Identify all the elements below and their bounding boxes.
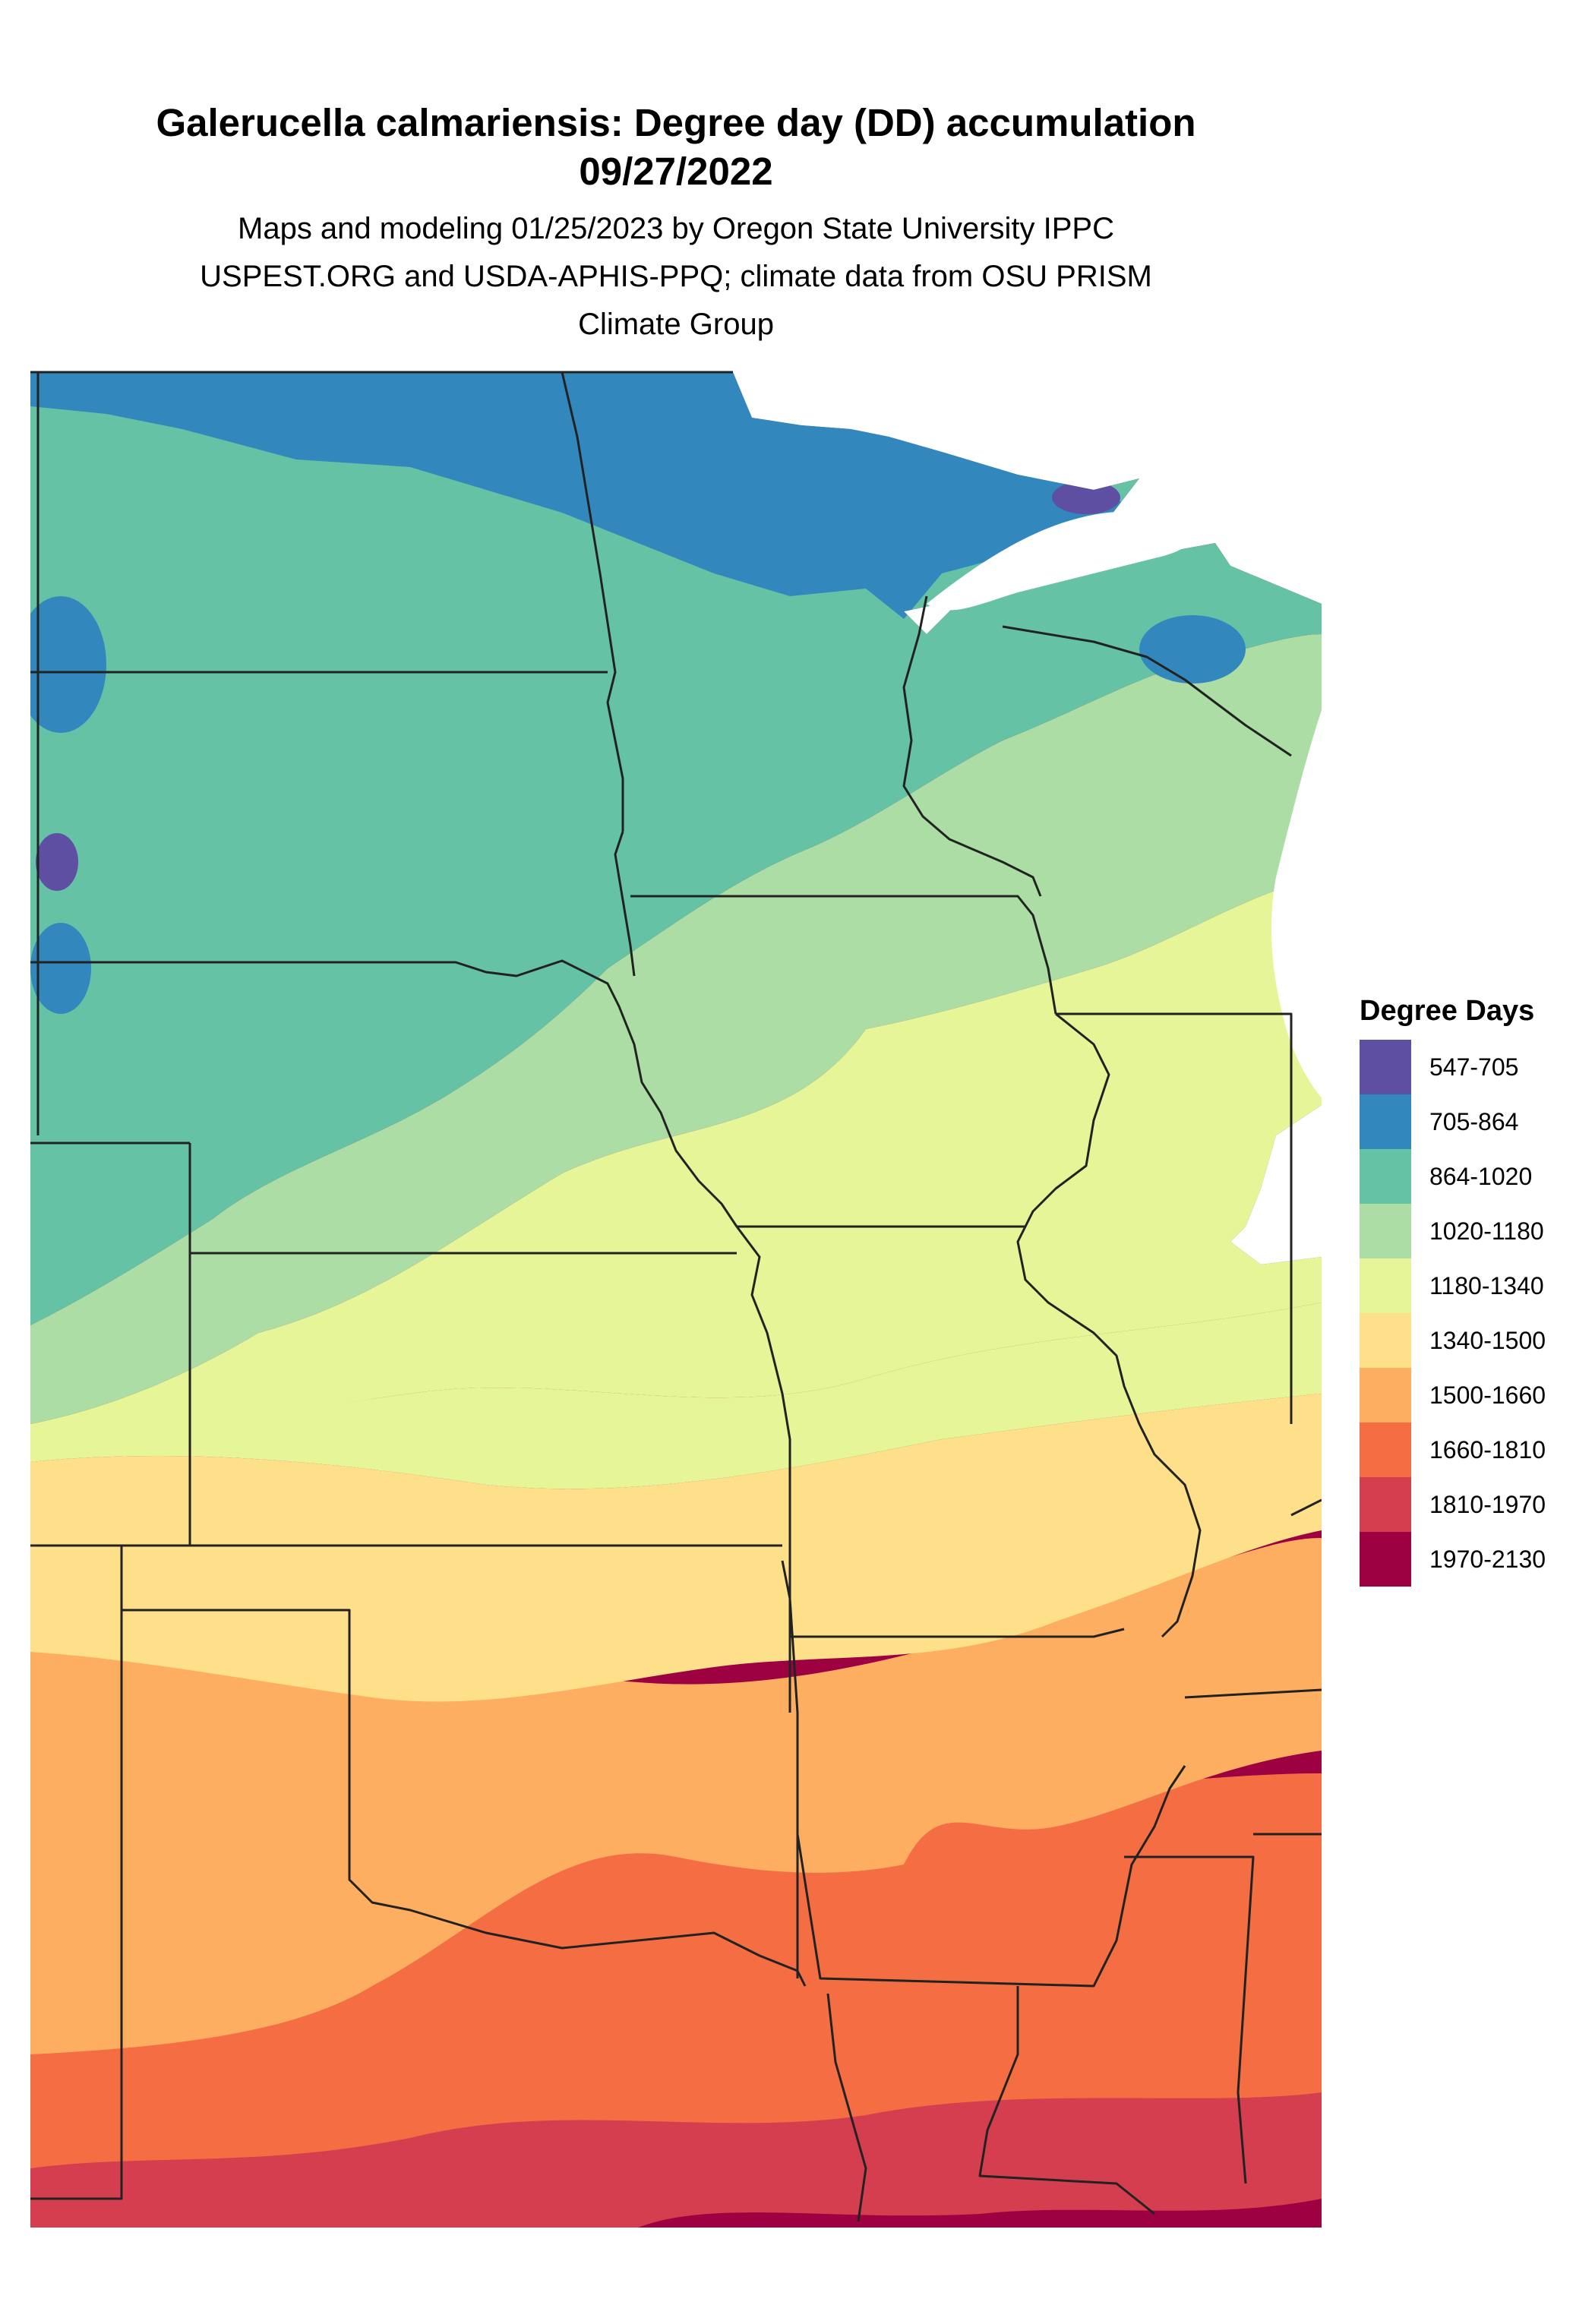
legend-swatch (1360, 1532, 1411, 1587)
legend-swatch (1360, 1477, 1411, 1532)
zone-547-705-sd (36, 833, 78, 891)
state-borders (30, 371, 1322, 2222)
zone-864-1020 (30, 372, 1322, 1325)
legend-swatch (1360, 1423, 1411, 1477)
map-canvas (30, 371, 1322, 2228)
subtitle-line-3: Climate Group (578, 308, 774, 341)
lake-superior (927, 511, 1199, 611)
legend-item: 1970-2130 (1360, 1532, 1546, 1587)
climate-zones (30, 372, 1322, 2228)
legend-title: Degree Days (1360, 995, 1535, 1027)
lake-michigan (1271, 710, 1322, 1097)
legend-swatch (1360, 1204, 1411, 1258)
legend-label: 1340-1500 (1429, 1326, 1546, 1354)
legend-swatch (1360, 1313, 1411, 1368)
legend-label: 1660-1810 (1429, 1435, 1546, 1464)
zone-1180-1340-north (30, 877, 1322, 1462)
legend-label: 1180-1340 (1429, 1271, 1544, 1299)
legend: Degree Days 547-705 705-864 864-1020 102… (1360, 991, 1546, 1587)
legend-label: 547-705 (1429, 1053, 1519, 1081)
legend-label: 1970-2130 (1429, 1545, 1546, 1573)
legend-label: 1810-1970 (1429, 1490, 1546, 1518)
title-block: Galerucella calmariensis: Degree day (DD… (0, 99, 1352, 349)
legend-label: 864-1020 (1429, 1162, 1533, 1190)
legend-swatch (1360, 1368, 1411, 1423)
legend-items: 547-705 705-864 864-1020 1020-1180 1180-… (1360, 1040, 1546, 1587)
degree-day-map (30, 346, 1322, 2228)
legend-label: 1500-1660 (1429, 1381, 1546, 1409)
legend-item: 705-864 (1360, 1094, 1546, 1149)
zone-547-705-superior (1052, 481, 1120, 514)
map-subtitle: Maps and modeling 01/25/2023 by Oregon S… (0, 205, 1352, 349)
legend-label: 705-864 (1429, 1107, 1519, 1135)
legend-item: 1180-1340 (1360, 1258, 1546, 1313)
legend-item: 1660-1810 (1360, 1423, 1546, 1477)
map-title-species: Galerucella calmariensis: Degree day (DD… (156, 101, 1196, 144)
legend-item: 1810-1970 (1360, 1477, 1546, 1532)
subtitle-line-1: Maps and modeling 01/25/2023 by Oregon S… (238, 212, 1114, 245)
legend-item: 1340-1500 (1360, 1313, 1546, 1368)
legend-item: 864-1020 (1360, 1149, 1546, 1204)
legend-item: 1500-1660 (1360, 1368, 1546, 1423)
legend-swatch (1360, 1040, 1411, 1094)
zone-705-864-wisconsin (1139, 615, 1246, 684)
legend-item: 1020-1180 (1360, 1204, 1546, 1258)
zone-705-864-sd-west (30, 923, 91, 1014)
zone-705-864 (30, 372, 1132, 619)
legend-swatch (1360, 1258, 1411, 1313)
zone-1020-1180 (30, 634, 1322, 1424)
water-bodies (927, 511, 1322, 1097)
legend-swatch (1360, 1094, 1411, 1149)
legend-item: 547-705 (1360, 1040, 1546, 1094)
zone-1340-1500 (30, 1394, 1322, 1702)
zone-1180-1340 (30, 1303, 1322, 1489)
subtitle-line-2: USPEST.ORG and USDA-APHIS-PPQ; climate d… (200, 260, 1152, 293)
legend-label: 1020-1180 (1429, 1217, 1544, 1245)
legend-swatch (1360, 1149, 1411, 1204)
map-title-date: 09/27/2022 (579, 150, 773, 193)
